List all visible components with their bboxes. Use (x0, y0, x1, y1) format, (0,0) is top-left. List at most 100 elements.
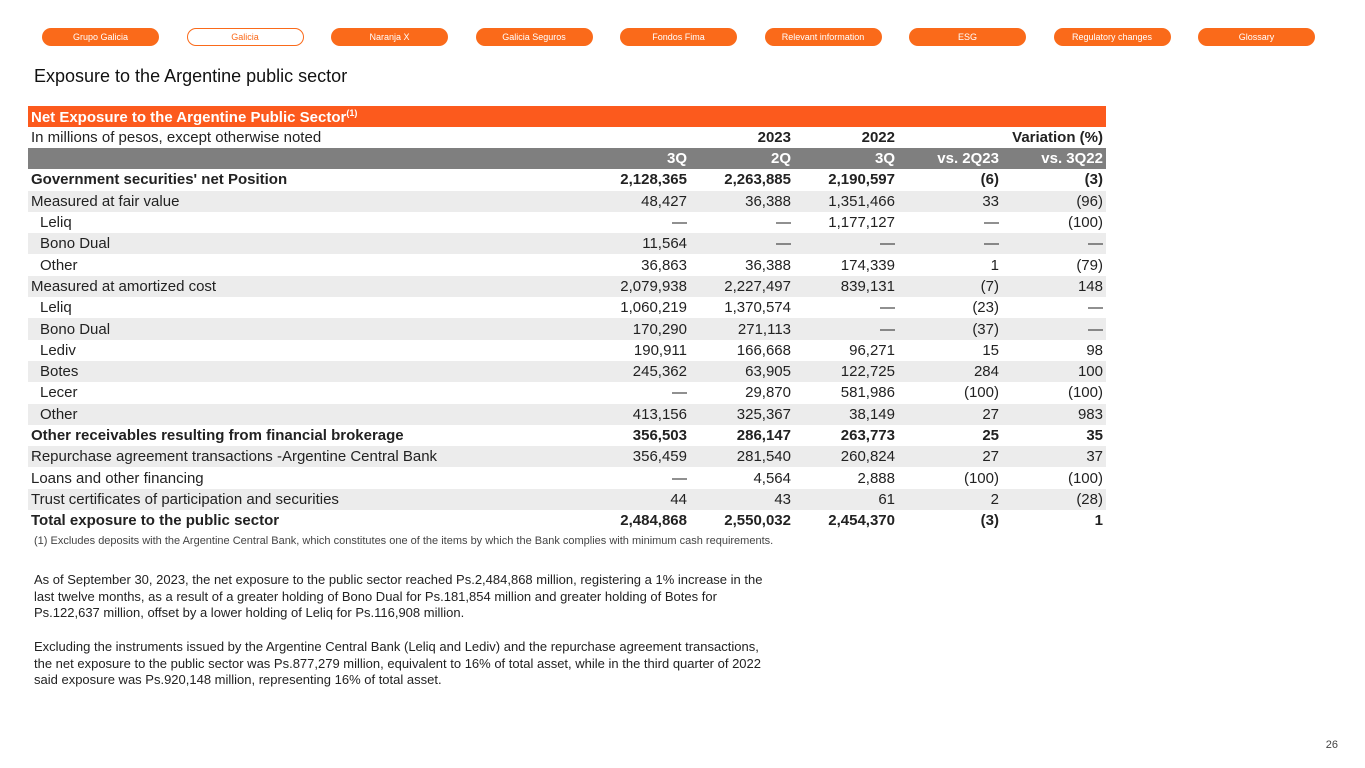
nav-tab[interactable]: ESG (909, 28, 1026, 46)
row-label: Other (28, 403, 586, 425)
cell-value: 2,128,365 (620, 171, 687, 189)
cell-value: 286,147 (736, 427, 791, 444)
nav-tab[interactable]: Fondos Fima (620, 28, 737, 46)
cell-value: (100) (1067, 384, 1103, 402)
cell-value: — (984, 214, 999, 232)
table-row: Government securities' net Position 2,128… (28, 169, 1106, 190)
cell-value: 2,550,032 (724, 512, 791, 530)
nav-tab[interactable]: Galicia Seguros (475, 28, 593, 46)
cell-value: (37) (898, 318, 1002, 340)
cell-value: 245,362 (586, 360, 690, 383)
table-row: Repurchase agreement transactions -Argen… (28, 446, 1106, 468)
cell-value: 61 (794, 488, 898, 511)
cell-value: 36,388 (690, 190, 794, 212)
cell-value: 43 (690, 488, 794, 511)
nav-tab[interactable]: Naranja X (331, 28, 448, 46)
cell-value: (7) (898, 275, 1002, 298)
cell-value: 100 (1002, 360, 1106, 383)
cell-value: 581,986 (840, 384, 895, 402)
cell-value: 839,131 (794, 275, 898, 298)
cell-value: 2,484,868 (620, 512, 687, 530)
table-row: Lediv 190,911 166,668 96,271 15 98 (28, 340, 1106, 361)
table-row: Other receivables resulting from financi… (28, 425, 1106, 446)
cell-value: — (672, 384, 687, 402)
cell-value: 2,888 (857, 469, 895, 487)
table-row: Leliq 1,060,219 1,370,574 — (23) — (28, 297, 1106, 318)
cell-value: (79) (1076, 256, 1103, 274)
cell-value: (96) (1002, 190, 1106, 212)
cell-value: 983 (1002, 403, 1106, 425)
cell-value: 37 (1002, 446, 1106, 468)
row-label: Total exposure to the public sector (31, 512, 280, 530)
row-label: Bono Dual (28, 318, 586, 340)
row-label: Other receivables resulting from financi… (31, 427, 404, 444)
cell-value: (23) (972, 299, 999, 317)
row-label: Leliq (40, 299, 72, 317)
paragraph-2: Excluding the instruments issued by the … (34, 639, 761, 687)
cell-value: 1,351,466 (794, 190, 898, 212)
cell-value: — (1088, 299, 1103, 317)
row-label: Lecer (40, 384, 78, 402)
cell-value: — (1002, 318, 1106, 340)
cell-value: (3) (980, 512, 999, 530)
col-header: 3Q (586, 148, 690, 170)
cell-value: — (794, 233, 898, 255)
cell-value: 284 (898, 360, 1002, 383)
row-label: Measured at amortized cost (28, 275, 586, 298)
cell-value: — (776, 214, 791, 232)
cell-value: 413,156 (586, 403, 690, 425)
cell-value: 148 (1002, 275, 1106, 298)
row-label: Government securities' net Position (31, 171, 288, 189)
nav-tab[interactable]: Glossary (1198, 28, 1315, 46)
cell-value: 190,911 (633, 341, 687, 359)
units-row: In millions of pesos, except otherwise n… (28, 127, 1106, 148)
cell-value: 1,060,219 (620, 299, 687, 317)
variation-header: Variation (%) (1012, 129, 1103, 146)
cell-value: — (898, 233, 1002, 255)
row-label: Leliq (40, 214, 72, 232)
table-row: Botes 245,362 63,905 122,725 284 100 (28, 360, 1106, 383)
cell-value: 356,503 (632, 427, 687, 444)
cell-value: 15 (982, 341, 999, 359)
cell-value: 27 (898, 446, 1002, 468)
cell-value: 260,824 (794, 446, 898, 468)
cell-value: 2 (898, 488, 1002, 511)
row-label: Bono Dual (28, 233, 586, 255)
cell-value: — (672, 469, 687, 487)
page-number: 26 (1325, 739, 1338, 751)
cell-value: (100) (963, 469, 999, 487)
cell-value: — (794, 318, 898, 340)
col-header: 2Q (690, 148, 794, 170)
nav-tab[interactable]: Galicia (186, 28, 304, 46)
nav-tab[interactable]: Relevant information (764, 28, 882, 46)
col-header: vs. 3Q22 (1002, 148, 1106, 170)
cell-value: 281,540 (690, 446, 794, 468)
cell-value: 48,427 (586, 190, 690, 212)
table-row: Bono Dual 11,564— — — — (28, 233, 1106, 255)
row-label: Lediv (40, 341, 76, 359)
table-row: Trust certificates of participation and … (28, 488, 1106, 511)
row-label: Measured at fair value (28, 190, 586, 212)
table-row: Measured at amortized cost 2,079,938 2,227… (28, 275, 1106, 298)
cell-value: 263,773 (840, 427, 895, 444)
nav-tab[interactable]: Grupo Galicia (42, 28, 159, 46)
year-2022: 2022 (861, 129, 895, 146)
row-label: Botes (28, 360, 586, 383)
table-row: Total exposure to the public sector 2,484… (28, 510, 1106, 531)
cell-value: 2,190,597 (828, 171, 895, 189)
cell-value: 1 (990, 256, 999, 274)
cell-value: 33 (898, 190, 1002, 212)
cell-value: — (690, 233, 794, 255)
cell-value: 2,079,938 (586, 275, 690, 298)
page-title: Exposure to the Argentine public sector (34, 66, 348, 86)
cell-value: 63,905 (690, 360, 794, 383)
cell-value: 11,564 (586, 233, 690, 255)
cell-value: 325,367 (690, 403, 794, 425)
row-label: Repurchase agreement transactions -Argen… (28, 446, 586, 468)
nav-tab[interactable]: Regulatory changes (1053, 28, 1171, 46)
row-label: Other (40, 256, 78, 274)
cell-value: 1 (1094, 512, 1103, 530)
cell-value: 170,290 (586, 318, 690, 340)
table-row: Bono Dual 170,290 271,113— (37) — (28, 318, 1106, 340)
col-header: 3Q (794, 148, 898, 170)
